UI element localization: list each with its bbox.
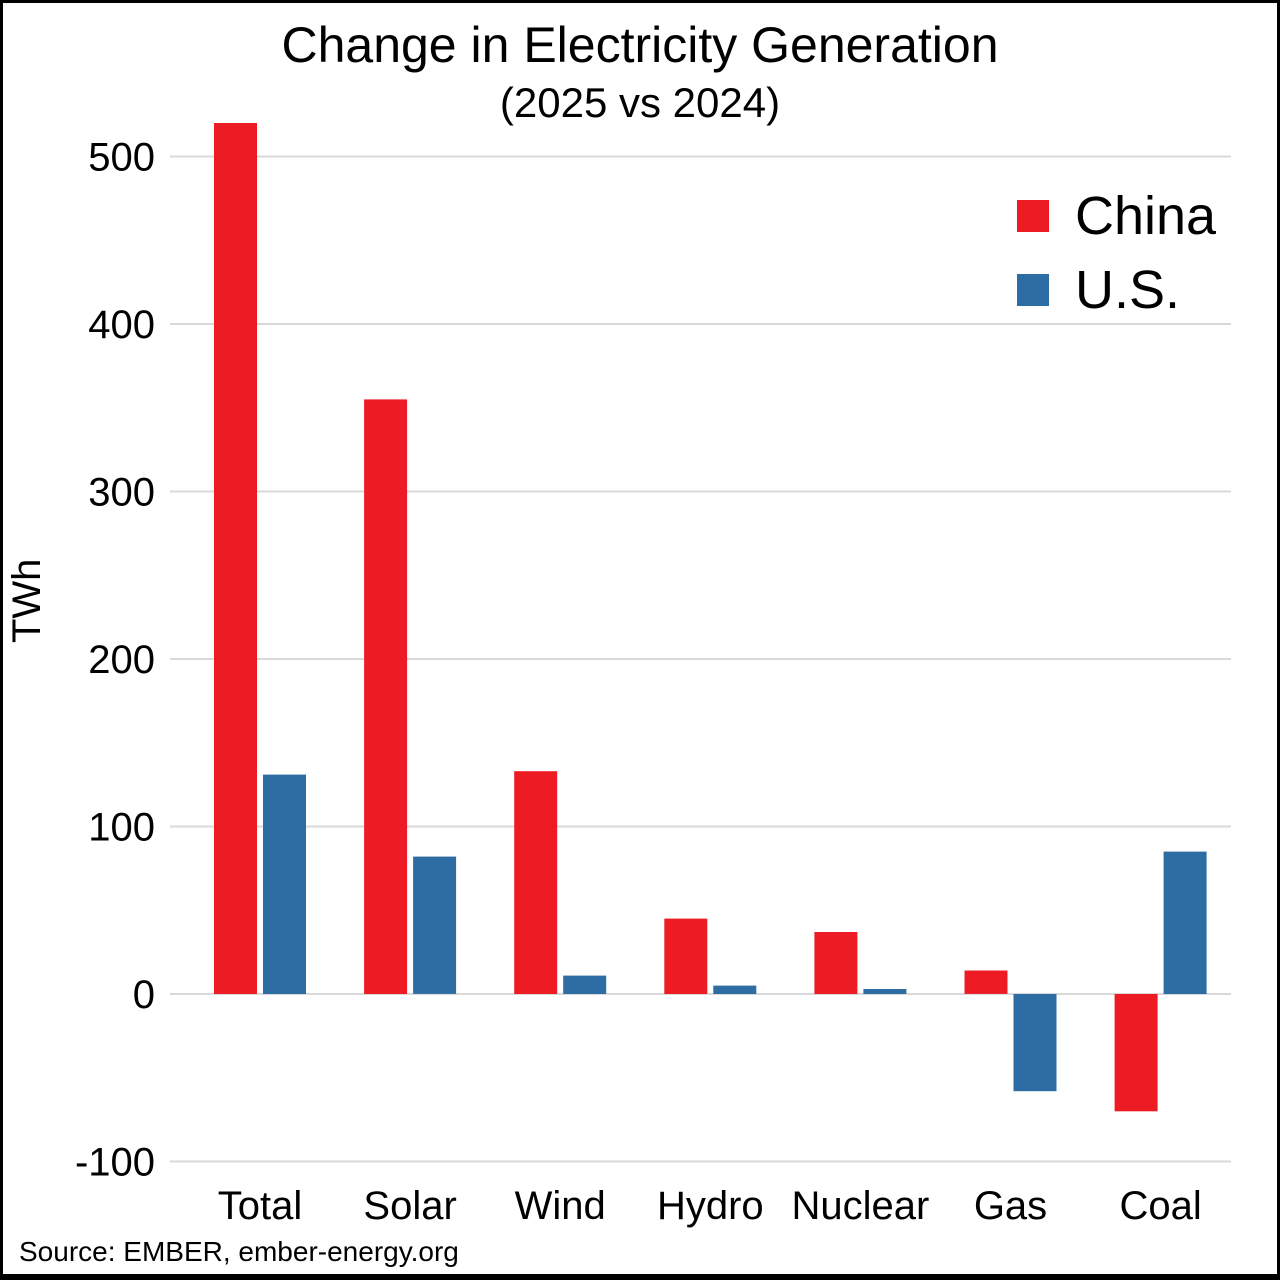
bar-china-gas xyxy=(964,970,1008,994)
x-category-label-nuclear: Nuclear xyxy=(791,1184,929,1228)
bar-us-total xyxy=(263,774,306,994)
bar-us-hydro xyxy=(713,985,757,994)
x-category-label-gas: Gas xyxy=(974,1184,1047,1228)
y-tick-label--100: -100 xyxy=(75,1141,155,1185)
bar-us-nuclear xyxy=(863,989,907,994)
legend-item-us: U.S. xyxy=(1017,257,1216,323)
bar-china-solar xyxy=(364,399,408,994)
x-category-label-solar: Solar xyxy=(363,1184,456,1228)
x-category-label-total: Total xyxy=(218,1184,303,1228)
bar-us-wind xyxy=(563,975,607,994)
bar-china-hydro xyxy=(664,918,708,994)
bar-us-coal xyxy=(1163,851,1207,994)
x-category-label-coal: Coal xyxy=(1119,1184,1201,1228)
china-color-swatch-icon xyxy=(1017,200,1049,232)
bar-china-wind xyxy=(514,771,558,994)
y-tick-label-400: 400 xyxy=(88,303,155,347)
legend: China U.S. xyxy=(1017,183,1216,323)
legend-label-us: U.S. xyxy=(1075,260,1181,320)
x-category-label-wind: Wind xyxy=(515,1184,606,1228)
bar-us-gas xyxy=(1013,994,1057,1092)
y-tick-label-300: 300 xyxy=(88,471,155,515)
bar-china-coal xyxy=(1114,994,1158,1112)
y-tick-label-500: 500 xyxy=(88,136,155,180)
y-axis-title: TWh xyxy=(5,558,49,644)
legend-item-china: China xyxy=(1017,183,1216,249)
y-tick-label-0: 0 xyxy=(133,973,155,1017)
us-color-swatch-icon xyxy=(1017,274,1049,306)
legend-label-china: China xyxy=(1075,186,1217,246)
bar-china-nuclear xyxy=(814,932,858,994)
y-tick-label-100: 100 xyxy=(88,806,155,850)
chart-title: Change in Electricity Generation xyxy=(281,17,999,73)
chart-canvas: -100 0 100 200 300 400 500 Total Solar Wind Hydro N… xyxy=(75,123,1231,1228)
chart-subtitle: (2025 vs 2024) xyxy=(499,79,781,126)
bar-china-total xyxy=(214,123,257,994)
source-attribution: Source: EMBER, ember-energy.org xyxy=(19,1236,459,1267)
x-category-label-hydro: Hydro xyxy=(657,1184,764,1228)
bar-us-solar xyxy=(413,856,457,994)
y-tick-label-200: 200 xyxy=(88,638,155,682)
